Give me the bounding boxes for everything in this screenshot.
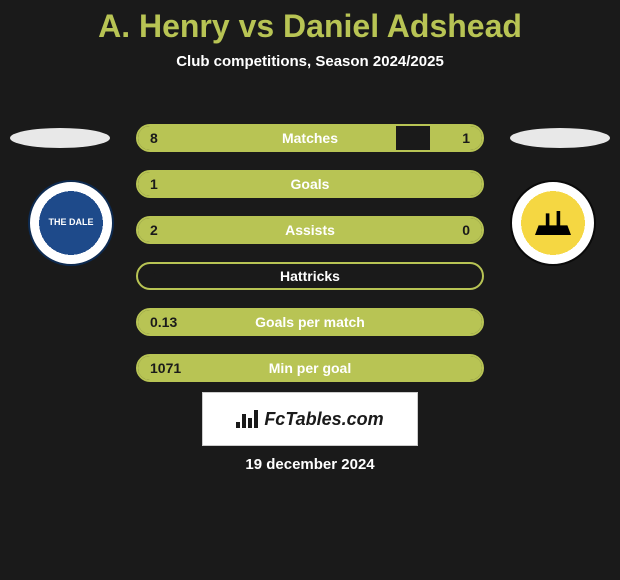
footer-brand-box: FcTables.com bbox=[202, 392, 418, 446]
stat-value-left: 1071 bbox=[150, 360, 181, 376]
stats-container: 8 Matches 1 1 Goals 2 Assists 0 0 Hattri… bbox=[136, 124, 484, 400]
stat-row: 2 Assists 0 bbox=[136, 216, 484, 244]
ship-icon bbox=[535, 211, 571, 235]
player-silhouette-left bbox=[10, 128, 110, 148]
page-title: A. Henry vs Daniel Adshead bbox=[0, 0, 620, 45]
stat-label: Matches bbox=[282, 130, 338, 146]
stat-label: Goals bbox=[291, 176, 330, 192]
stat-value-left: 1 bbox=[150, 176, 158, 192]
footer-brand-text: FcTables.com bbox=[264, 409, 383, 430]
stat-row: 1071 Min per goal bbox=[136, 354, 484, 382]
bars-icon bbox=[236, 410, 258, 428]
stat-row: 0.13 Goals per match bbox=[136, 308, 484, 336]
stat-row: 0 Hattricks bbox=[136, 262, 484, 290]
stat-fill-left bbox=[138, 126, 396, 150]
date-text: 19 december 2024 bbox=[245, 456, 374, 473]
stat-value-left: 2 bbox=[150, 222, 158, 238]
stat-label: Min per goal bbox=[269, 360, 351, 376]
stat-value-left: 8 bbox=[150, 130, 158, 146]
stat-row: 1 Goals bbox=[136, 170, 484, 198]
stat-label: Hattricks bbox=[280, 268, 340, 284]
stat-label: Assists bbox=[285, 222, 335, 238]
club-crest-left-label: THE DALE bbox=[49, 218, 94, 228]
subtitle: Club competitions, Season 2024/2025 bbox=[0, 53, 620, 70]
stat-value-right: 0 bbox=[462, 222, 470, 238]
stat-row: 8 Matches 1 bbox=[136, 124, 484, 152]
stat-value-right: 1 bbox=[462, 130, 470, 146]
stat-value-left: 0.13 bbox=[150, 314, 177, 330]
stat-value-left: 0 bbox=[150, 268, 158, 284]
stat-label: Goals per match bbox=[255, 314, 365, 330]
club-crest-right bbox=[510, 180, 596, 266]
club-crest-left: THE DALE bbox=[28, 180, 114, 266]
player-silhouette-right bbox=[510, 128, 610, 148]
stat-fill-right bbox=[430, 126, 482, 150]
